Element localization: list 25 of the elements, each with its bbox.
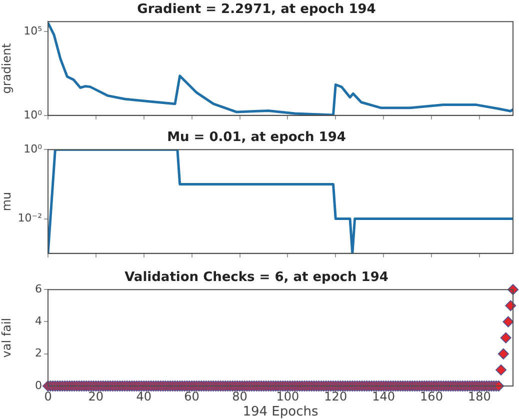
y-tick-label: 0 [35,378,42,392]
chart-title: Gradient = 2.2971, at epoch 194 [137,2,376,18]
y-tick-label: 2 [35,346,42,360]
y-tick-label: 10⁵ [24,24,42,38]
y-tick-label: 10⁰ [24,142,43,156]
y-tick-label: 6 [35,282,42,296]
x-tick-label: 20 [88,389,104,404]
x-tick-label: 80 [232,389,248,404]
x-tick-label: 180 [468,389,491,404]
x-tick-label: 0 [44,389,52,404]
x-tick-label: 60 [184,389,200,404]
x-tick-label: 40 [136,389,152,404]
x-axis-title: 194 Epochs [242,404,318,420]
y-tick-label: 10⁰ [24,108,43,122]
y-axis-title: val fail [0,318,14,358]
x-tick-label: 140 [372,389,396,404]
x-tick-label: 100 [276,389,300,404]
chart-title: Mu = 0.01, at epoch 194 [167,130,346,146]
x-tick-label: 120 [324,389,348,404]
chart-title: Validation Checks = 6, at epoch 194 [124,270,388,286]
y-tick-label: 10⁻² [18,212,42,225]
y-axis-title: gradient [0,42,14,94]
y-tick-label: 4 [35,314,42,328]
y-axis-title: mu [0,192,14,212]
x-tick-label: 160 [420,389,443,404]
